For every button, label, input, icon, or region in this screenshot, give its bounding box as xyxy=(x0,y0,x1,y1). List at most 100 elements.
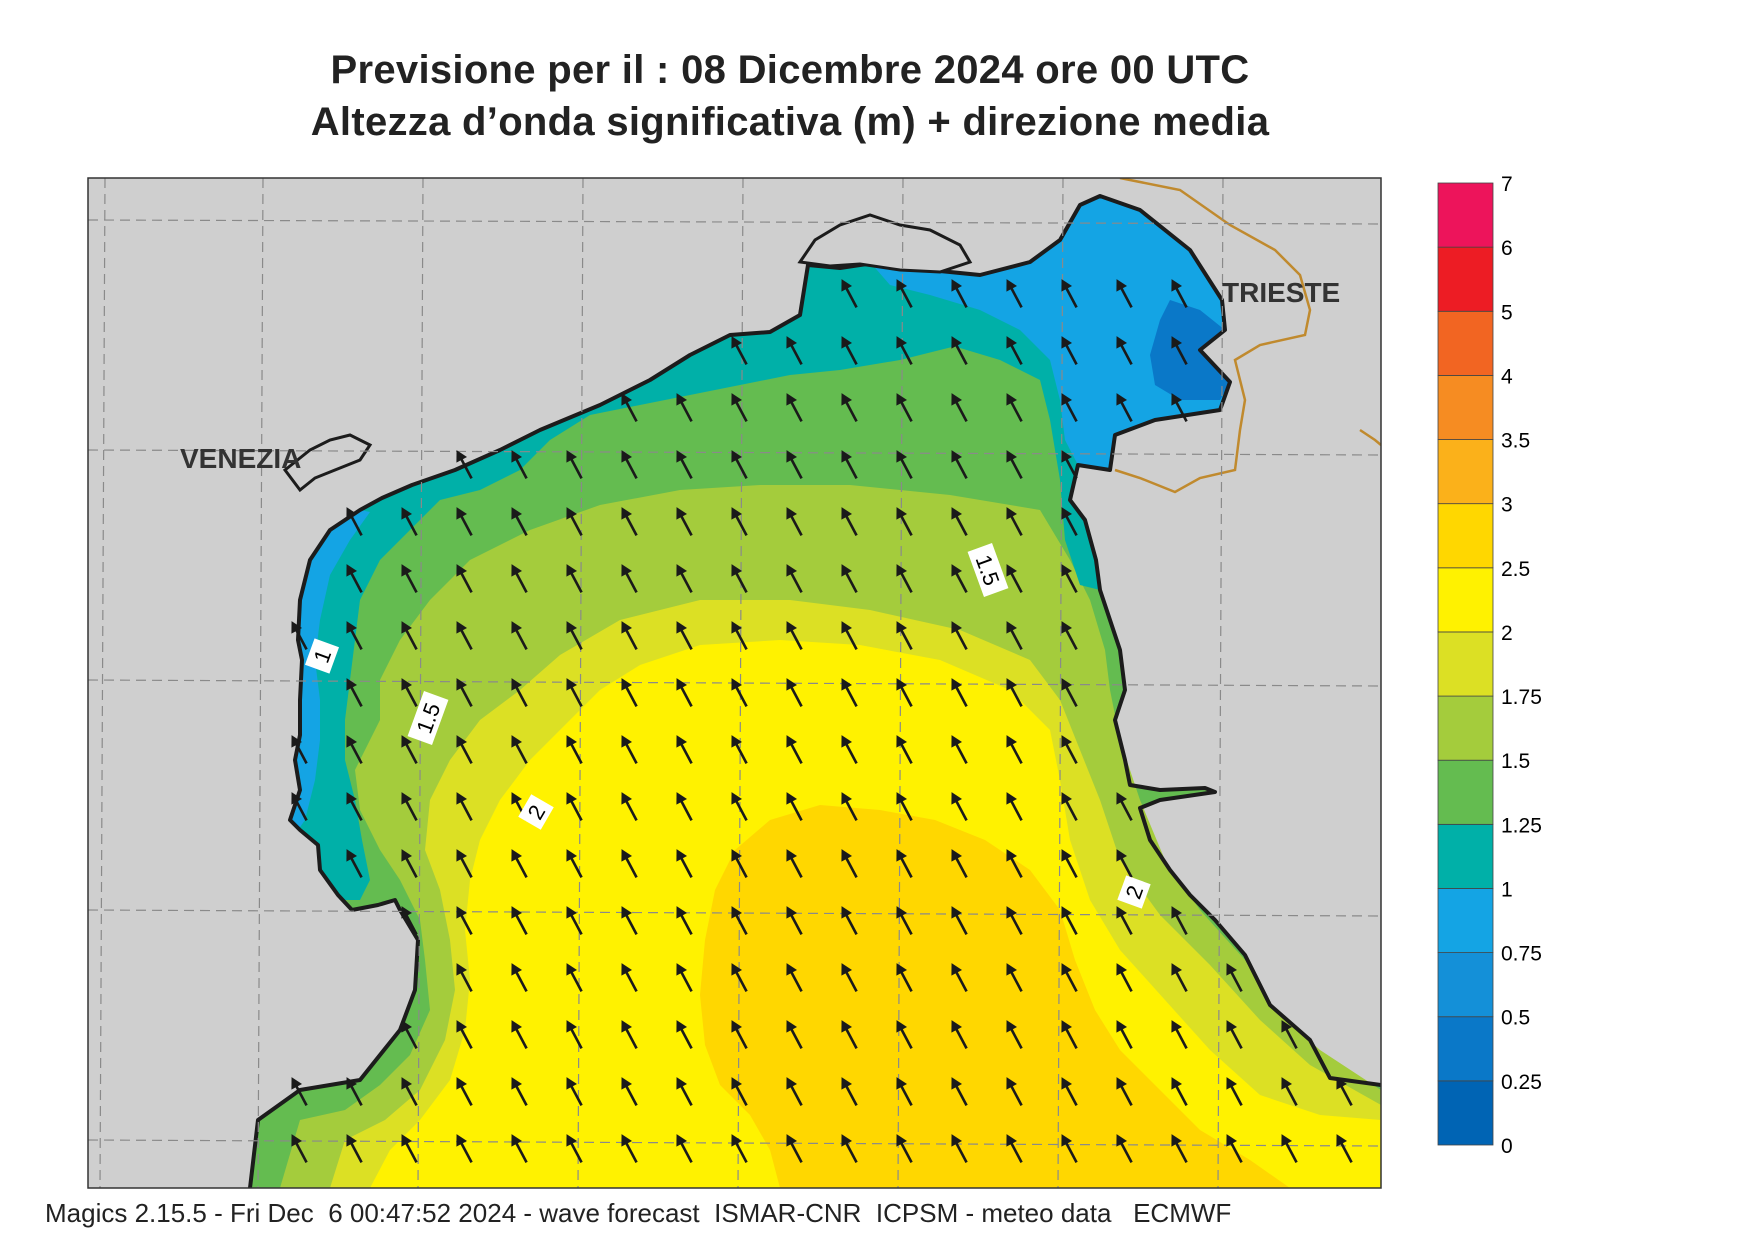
direction-arrow xyxy=(511,1077,528,1106)
direction-arrow xyxy=(951,1134,968,1163)
direction-arrow xyxy=(401,621,418,650)
direction-arrow xyxy=(786,621,803,650)
direction-arrow xyxy=(841,564,858,593)
direction-arrow xyxy=(731,906,748,935)
direction-arrow xyxy=(896,678,913,707)
band-2-5 xyxy=(700,805,1290,1188)
contour-label-2-east: 2 xyxy=(1117,875,1151,909)
direction-arrow xyxy=(1061,849,1078,878)
direction-arrow xyxy=(1171,279,1188,308)
direction-arrow xyxy=(676,678,693,707)
direction-arrow xyxy=(731,1134,748,1163)
direction-arrow xyxy=(456,906,473,935)
direction-arrow xyxy=(676,1020,693,1049)
direction-arrow xyxy=(1006,564,1023,593)
direction-arrow xyxy=(841,735,858,764)
colorbar-swatch xyxy=(1437,503,1494,569)
direction-arrow xyxy=(511,906,528,935)
direction-arrow xyxy=(1226,1020,1243,1049)
direction-arrow xyxy=(1116,393,1133,422)
direction-arrow xyxy=(896,963,913,992)
direction-arrow xyxy=(621,450,638,479)
direction-arrow xyxy=(401,906,418,935)
direction-arrow xyxy=(456,507,473,536)
direction-arrow xyxy=(786,393,803,422)
direction-arrow xyxy=(951,336,968,365)
direction-arrow xyxy=(1171,963,1188,992)
direction-arrow xyxy=(731,849,748,878)
colorbar-tick-label: 0.5 xyxy=(1501,1007,1530,1030)
direction-arrow xyxy=(346,678,363,707)
direction-arrow xyxy=(456,963,473,992)
direction-arrow xyxy=(1006,393,1023,422)
direction-arrow xyxy=(786,564,803,593)
colorbar-swatch xyxy=(1437,439,1494,505)
direction-arrow xyxy=(346,564,363,593)
direction-arrow xyxy=(786,450,803,479)
direction-arrow xyxy=(896,279,913,308)
colorbar-tick-label: 0 xyxy=(1501,1135,1513,1158)
direction-arrow xyxy=(841,1077,858,1106)
direction-arrow xyxy=(566,1077,583,1106)
direction-arrow xyxy=(346,849,363,878)
direction-arrow xyxy=(1116,792,1133,821)
direction-arrow xyxy=(346,792,363,821)
colorbar-tick-label: 2.5 xyxy=(1501,558,1530,581)
contour-label-2-west: 2 xyxy=(518,794,554,830)
direction-arrow xyxy=(1116,963,1133,992)
direction-arrow xyxy=(676,963,693,992)
direction-arrow xyxy=(896,393,913,422)
colorbar-tick-label: 7 xyxy=(1501,173,1513,196)
direction-arrow xyxy=(1061,1077,1078,1106)
direction-arrow xyxy=(1116,849,1133,878)
direction-arrow xyxy=(731,792,748,821)
direction-arrow xyxy=(291,621,308,650)
direction-arrow xyxy=(1006,678,1023,707)
direction-arrow xyxy=(1061,963,1078,992)
direction-arrow xyxy=(621,621,638,650)
direction-arrow xyxy=(951,906,968,935)
direction-arrow xyxy=(1171,336,1188,365)
direction-arrow xyxy=(1061,1134,1078,1163)
direction-arrow xyxy=(1226,1134,1243,1163)
direction-arrow xyxy=(511,621,528,650)
direction-arrow xyxy=(621,564,638,593)
direction-arrow xyxy=(1006,906,1023,935)
plot-frame xyxy=(87,177,1382,1189)
direction-arrow xyxy=(621,1077,638,1106)
direction-arrow xyxy=(896,507,913,536)
colorbar-tick-label: 4 xyxy=(1501,365,1513,388)
direction-arrow xyxy=(456,450,473,479)
direction-arrow xyxy=(1061,1020,1078,1049)
colorbar-swatch xyxy=(1437,1080,1494,1146)
direction-arrow xyxy=(621,906,638,935)
direction-arrow xyxy=(841,678,858,707)
direction-arrow xyxy=(731,735,748,764)
national-border xyxy=(1114,178,1381,494)
colorbar-tick-label: 1.5 xyxy=(1501,750,1530,773)
direction-arrow xyxy=(1281,1134,1298,1163)
direction-arrows xyxy=(291,279,1353,1163)
direction-arrow xyxy=(456,792,473,821)
direction-arrow xyxy=(896,336,913,365)
direction-arrow xyxy=(621,1020,638,1049)
direction-arrow xyxy=(676,393,693,422)
direction-arrow xyxy=(896,1077,913,1106)
direction-arrow xyxy=(456,1020,473,1049)
direction-arrow xyxy=(786,678,803,707)
direction-arrow xyxy=(401,678,418,707)
direction-arrow xyxy=(841,1020,858,1049)
direction-arrow xyxy=(566,1134,583,1163)
direction-arrow xyxy=(621,678,638,707)
direction-arrow xyxy=(731,507,748,536)
direction-arrow xyxy=(511,450,528,479)
direction-arrow xyxy=(1006,507,1023,536)
direction-arrow xyxy=(346,1077,363,1106)
wave-height-field xyxy=(88,178,1381,1188)
direction-arrow xyxy=(841,393,858,422)
direction-arrow xyxy=(1171,1077,1188,1106)
direction-arrow xyxy=(676,906,693,935)
direction-arrow xyxy=(346,735,363,764)
direction-arrow xyxy=(1061,792,1078,821)
